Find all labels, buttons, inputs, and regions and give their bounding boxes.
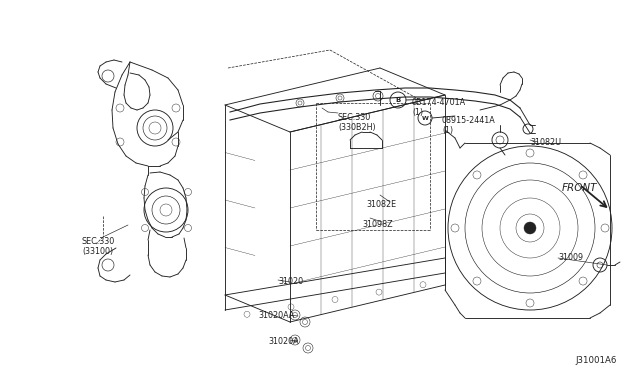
Text: 31082U: 31082U	[530, 138, 561, 147]
Text: J31001A6: J31001A6	[575, 356, 616, 365]
Text: SEC.330
(330B2H): SEC.330 (330B2H)	[338, 113, 376, 132]
Text: W: W	[422, 115, 428, 121]
Text: B: B	[396, 97, 401, 103]
Text: 0B174-4701A
(1): 0B174-4701A (1)	[412, 98, 466, 118]
Text: 31082E: 31082E	[366, 200, 396, 209]
Text: 31020AA: 31020AA	[258, 311, 294, 320]
Text: 31020A: 31020A	[268, 337, 299, 346]
Text: 31098Z: 31098Z	[362, 220, 392, 229]
Text: FRONT: FRONT	[562, 183, 598, 193]
Circle shape	[524, 222, 536, 234]
Text: 31009: 31009	[558, 253, 583, 262]
Text: 08915-2441A
(1): 08915-2441A (1)	[442, 116, 496, 135]
Text: 31020: 31020	[278, 277, 303, 286]
Text: SEC.330
(33100): SEC.330 (33100)	[82, 237, 115, 256]
